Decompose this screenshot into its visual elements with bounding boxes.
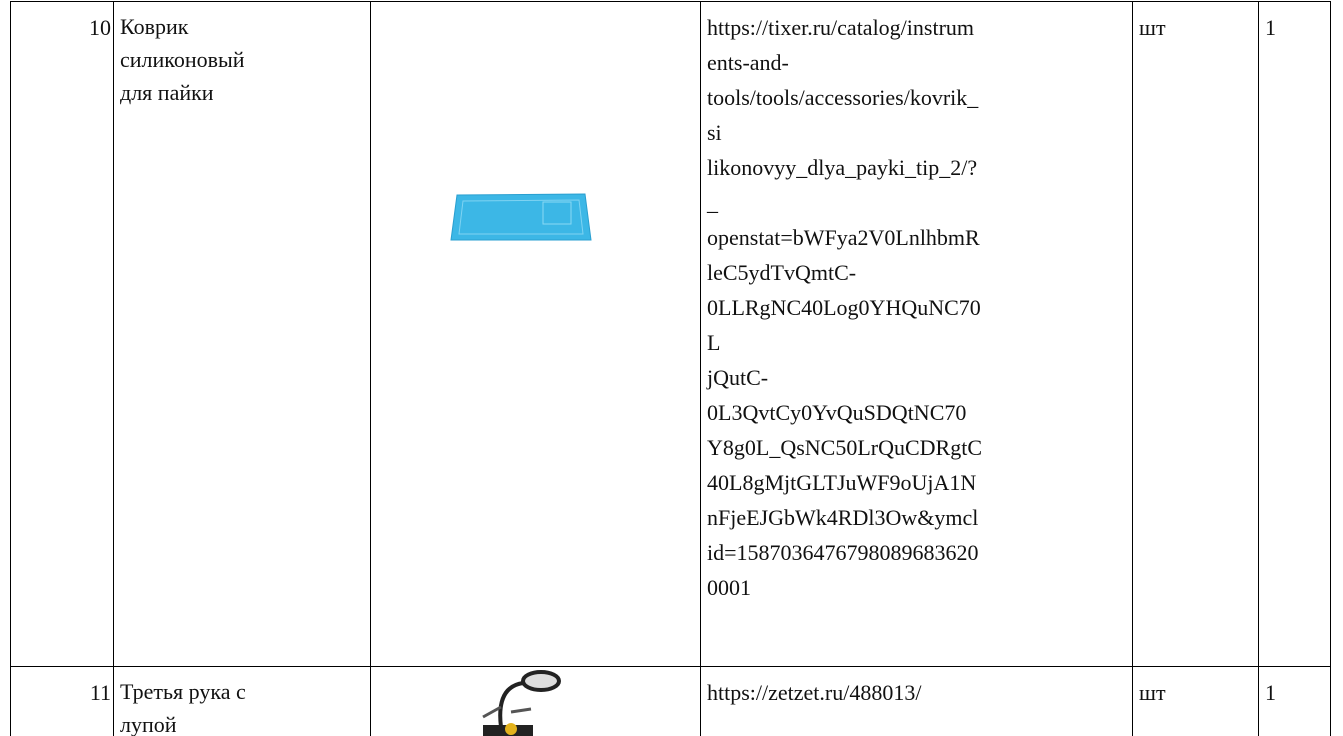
text-line: Третья рука с [120, 679, 246, 704]
number-cell: 11 [10, 666, 114, 736]
text-line: si [707, 120, 722, 145]
table-row: 10 Коврик силиконовый для пайки https://tixe… [10, 1, 1331, 667]
text-line: шт [1139, 680, 1166, 705]
image-cell [370, 666, 701, 736]
text-line: 0L3QvtCy0YvQuSDQtNC70 [707, 400, 967, 425]
text-line: 0LLRgNC40Log0YHQuNC70 [707, 295, 981, 320]
qty-cell: 1 [1258, 666, 1331, 736]
text-line: для пайки [120, 80, 214, 105]
qty-cell: 1 [1258, 1, 1331, 667]
text-line: _ [707, 190, 718, 215]
text-line: 1 [1265, 15, 1276, 40]
text-line: ents-and- [707, 50, 789, 75]
text-line: https://zetzet.ru/488013/ [707, 680, 922, 705]
text-line: tools/tools/accessories/kovrik_ [707, 85, 979, 110]
name-cell: Третья рука с лупой [113, 666, 371, 736]
text-line: 1 [1265, 680, 1276, 705]
unit-cell: шт [1132, 1, 1259, 667]
items-table: 10 Коврик силиконовый для пайки https://tixe… [10, 1, 1331, 736]
link-cell: https://tixer.ru/catalog/instrum ents-and… [700, 1, 1133, 667]
product-image [482, 670, 561, 736]
unit-cell: шт [1132, 666, 1259, 736]
text-line: силиконовый [120, 47, 245, 72]
text-line: jQutC- [707, 365, 769, 390]
text-line: шт [1139, 15, 1166, 40]
product-image [450, 193, 592, 241]
number-cell: 10 [10, 1, 114, 667]
text-line: openstat=bWFya2V0LnlhbmR [707, 225, 980, 250]
text-line: L [707, 330, 721, 355]
name-cell: Коврик силиконовый для пайки [113, 1, 371, 667]
text-line: Коврик [120, 14, 189, 39]
text-line: 0001 [707, 575, 751, 600]
text-line: 10 [89, 15, 111, 40]
text-line: Y8g0L_QsNC50LrQuCDRgtC [707, 435, 983, 460]
text-line: лупой [120, 712, 177, 736]
link-cell: https://zetzet.ru/488013/ [700, 666, 1133, 736]
text-line: 40L8gMjtGLTJuWF9oUjA1N [707, 470, 977, 495]
text-line: nFjeEJGbWk4RDl3Ow&ymcl [707, 505, 979, 530]
text-line: leC5ydTvQmtC- [707, 260, 857, 285]
text-line: id=1587036476798089683620 [707, 540, 979, 565]
text-line: likonovyy_dlya_payki_tip_2/? [707, 155, 978, 180]
text-line: https://tixer.ru/catalog/instrum [707, 15, 975, 40]
table-row: 11 Третья рука с лупой https://zetzet.ru/48… [10, 666, 1331, 736]
text-line: 11 [89, 680, 111, 705]
image-cell [370, 1, 701, 667]
